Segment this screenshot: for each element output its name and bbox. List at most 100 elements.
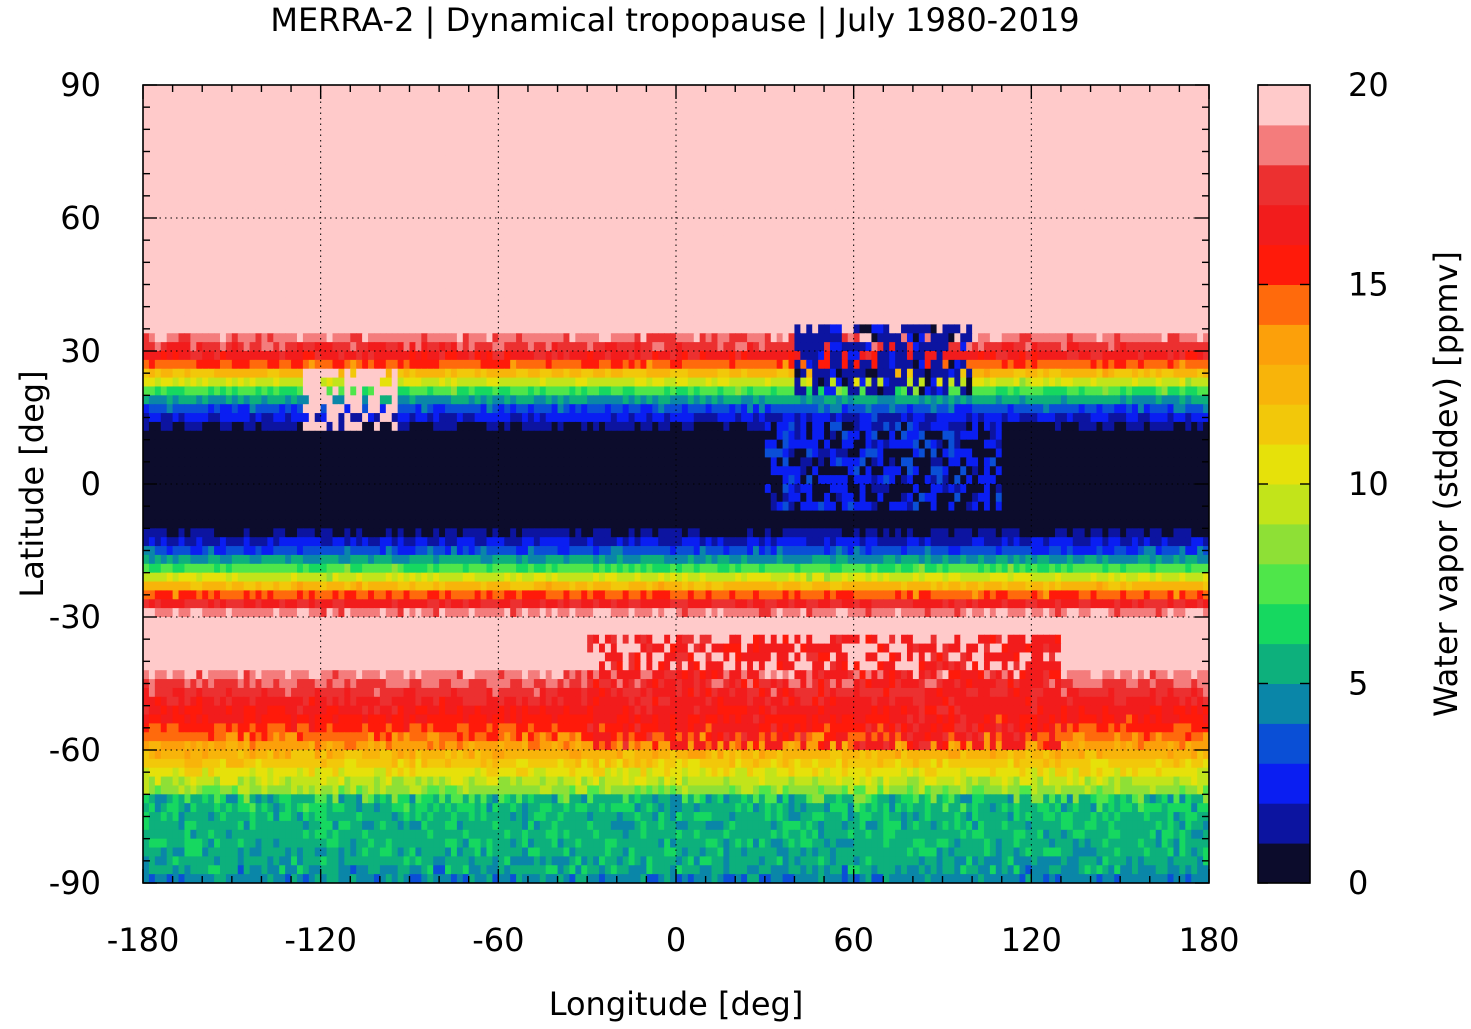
heatmap-cell [1019,120,1027,130]
heatmap-cell [687,111,695,122]
heatmap-cell [995,280,1003,290]
heatmap-cell [1167,306,1175,317]
heatmap-cell [895,173,902,184]
heatmap-cell [1055,306,1062,317]
heatmap-cell [587,85,594,95]
heatmap-cell [853,85,861,95]
heatmap-cell [1137,93,1145,104]
heatmap-cell [723,315,730,325]
heatmap-cell [166,102,174,113]
heatmap-cell [1084,315,1092,325]
heatmap-cell [160,138,168,148]
heatmap-cell [942,138,950,148]
heatmap-cell [385,173,393,184]
heatmap-cell [616,111,624,122]
heatmap-cell [569,155,576,166]
heatmap-cell [267,191,274,201]
heatmap-cell [474,218,482,228]
heatmap-cell [498,253,505,263]
heatmap-cell [255,155,263,166]
heatmap-cell [581,173,588,184]
heatmap-cell [237,191,245,201]
heatmap-cell [522,102,529,113]
heatmap-cell [859,147,867,157]
heatmap-cell [249,85,257,95]
heatmap-cell [450,280,458,290]
heatmap-cell [693,164,701,175]
heatmap-cell [1096,102,1103,113]
heatmap-cell [877,129,884,139]
heatmap-cell [670,164,677,175]
heatmap-cell [1066,182,1074,192]
heatmap-cell [989,288,997,299]
heatmap-cell [1185,138,1192,148]
heatmap-cell [912,173,920,184]
heatmap-cell [148,200,156,210]
heatmap-cell [711,306,719,317]
heatmap-cell [332,147,340,157]
heatmap-cell [1191,129,1198,139]
heatmap-cell [841,173,849,184]
heatmap-cell [1114,182,1121,192]
heatmap-cell [587,164,594,175]
heatmap-cell [166,306,174,317]
heatmap-cell [717,297,724,308]
heatmap-cell [587,93,594,104]
heatmap-cell [1102,306,1109,317]
heatmap-cell [225,182,233,192]
heatmap-cell [729,102,736,113]
heatmap-cell [717,262,724,272]
heatmap-cell [847,271,855,281]
heatmap-cell [764,102,772,113]
heatmap-cell [835,182,843,192]
heatmap-cell [1072,235,1080,246]
heatmap-cell [800,138,807,148]
heatmap-cell [1203,93,1209,104]
heatmap-field [143,85,1209,883]
heatmap-cell [687,129,695,139]
heatmap-cell [930,244,938,255]
heatmap-cell [350,244,357,255]
heatmap-cell [912,209,920,219]
heatmap-cell [439,244,446,255]
heatmap-cell [604,102,612,113]
heatmap-cell [912,164,920,175]
heatmap-cell [219,102,227,113]
heatmap-cell [800,280,807,290]
heatmap-cell [841,102,849,113]
heatmap-cell [314,173,322,184]
heatmap-cell [871,280,878,290]
heatmap-cell [261,120,268,130]
heatmap-cell [788,182,796,192]
heatmap-cell [664,226,671,237]
heatmap-cell [308,85,316,95]
heatmap-cell [445,191,452,201]
heatmap-cell [859,93,867,104]
heatmap-cell [225,235,233,246]
heatmap-cell [1197,235,1204,246]
heatmap-cell [320,164,328,175]
heatmap-cell [527,306,535,317]
heatmap-cell [847,262,855,272]
heatmap-cell [610,93,618,104]
heatmap-cell [184,218,191,228]
heatmap-cell [829,191,837,201]
heatmap-cell [533,253,541,263]
heatmap-cell [356,209,363,219]
heatmap-cell [421,120,428,130]
heatmap-cell [895,102,902,113]
heatmap-cell [1179,244,1186,255]
heatmap-cell [1072,102,1080,113]
heatmap-cell [196,120,203,130]
heatmap-cell [717,244,724,255]
heatmap-cell [1143,315,1151,325]
heatmap-cell [445,306,452,317]
heatmap-cell [723,164,730,175]
heatmap-cell [1060,102,1068,113]
heatmap-cell [338,138,345,148]
heatmap-cell [160,129,168,139]
heatmap-cell [646,111,653,122]
heatmap-cell [172,297,180,308]
heatmap-cell [409,120,417,130]
heatmap-cell [1084,271,1092,281]
